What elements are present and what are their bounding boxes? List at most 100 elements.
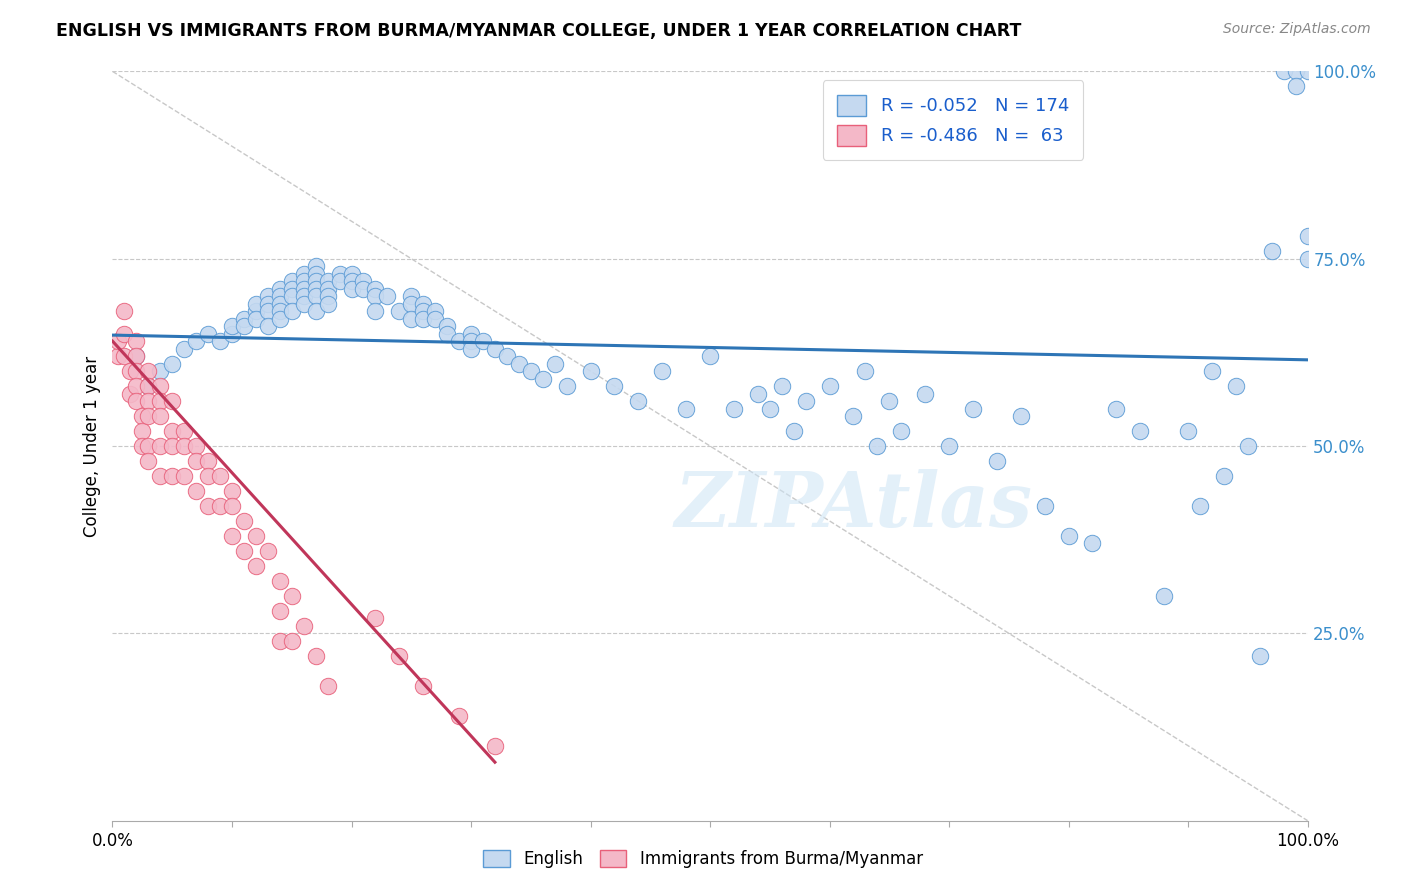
Point [1129, 424, 1152, 438]
Point [162, 469, 183, 483]
Point [173, 439, 195, 453]
Point [1296, 252, 1319, 266]
Point [197, 499, 219, 513]
Point [221, 326, 243, 341]
Point [305, 648, 328, 663]
Point [292, 619, 315, 633]
Point [316, 274, 339, 288]
Point [125, 394, 148, 409]
Point [257, 544, 280, 558]
Point [412, 296, 434, 310]
Point [1237, 439, 1260, 453]
Point [257, 319, 280, 334]
Point [221, 319, 243, 334]
Point [245, 529, 267, 543]
Point [233, 544, 256, 558]
Point [221, 529, 243, 543]
Point [138, 439, 160, 453]
Point [1213, 469, 1236, 483]
Point [186, 334, 208, 348]
Point [543, 357, 565, 371]
Point [197, 326, 219, 341]
Point [269, 289, 291, 303]
Point [162, 424, 183, 438]
Point [425, 311, 447, 326]
Point [938, 439, 960, 453]
Point [209, 499, 232, 513]
Point [352, 274, 374, 288]
Point [138, 394, 160, 409]
Point [579, 364, 602, 378]
Point [447, 334, 470, 348]
Point [281, 274, 304, 288]
Point [173, 424, 195, 438]
Point [855, 364, 877, 378]
Point [401, 289, 423, 303]
Legend: R = -0.052   N = 174, R = -0.486   N =  63: R = -0.052 N = 174, R = -0.486 N = 63 [823, 80, 1084, 160]
Point [364, 282, 387, 296]
Point [794, 394, 817, 409]
Point [162, 357, 183, 371]
Point [281, 633, 304, 648]
Point [555, 379, 578, 393]
Point [520, 364, 543, 378]
Point [770, 379, 793, 393]
Point [747, 386, 769, 401]
Point [675, 401, 697, 416]
Point [1010, 409, 1032, 423]
Point [209, 334, 232, 348]
Point [186, 483, 208, 498]
Point [162, 394, 183, 409]
Point [842, 409, 865, 423]
Point [364, 304, 387, 318]
Point [914, 386, 936, 401]
Point [340, 274, 363, 288]
Point [627, 394, 650, 409]
Point [281, 282, 304, 296]
Point [603, 379, 626, 393]
Point [1285, 64, 1308, 78]
Point [149, 394, 172, 409]
Point [364, 289, 387, 303]
Point [233, 319, 256, 334]
Point [436, 326, 458, 341]
Point [316, 679, 339, 693]
Point [257, 289, 280, 303]
Point [173, 342, 195, 356]
Point [1189, 499, 1212, 513]
Point [120, 386, 142, 401]
Point [352, 282, 374, 296]
Point [305, 267, 328, 281]
Point [436, 319, 458, 334]
Point [329, 267, 352, 281]
Point [340, 282, 363, 296]
Point [1033, 499, 1056, 513]
Point [149, 469, 172, 483]
Point [107, 349, 129, 363]
Point [460, 334, 482, 348]
Point [292, 296, 315, 310]
Point [120, 364, 142, 378]
Point [114, 304, 135, 318]
Point [281, 589, 304, 603]
Point [138, 379, 160, 393]
Point [316, 282, 339, 296]
Point [1057, 529, 1080, 543]
Point [233, 514, 256, 528]
Point [364, 611, 387, 625]
Point [1261, 244, 1284, 259]
Point [305, 304, 328, 318]
Point [186, 439, 208, 453]
Point [305, 282, 328, 296]
Point [1249, 648, 1271, 663]
Point [173, 469, 195, 483]
Point [412, 679, 434, 693]
Point [131, 409, 153, 423]
Point [114, 326, 135, 341]
Text: ENGLISH VS IMMIGRANTS FROM BURMA/MYANMAR COLLEGE, UNDER 1 YEAR CORRELATION CHART: ENGLISH VS IMMIGRANTS FROM BURMA/MYANMAR… [56, 22, 1022, 40]
Point [269, 604, 291, 618]
Point [388, 648, 411, 663]
Point [221, 483, 243, 498]
Point [125, 349, 148, 363]
Point [245, 304, 267, 318]
